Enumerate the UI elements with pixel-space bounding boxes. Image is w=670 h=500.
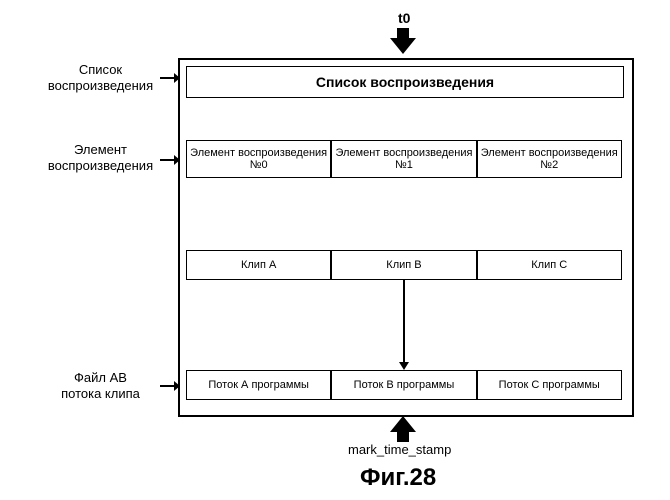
left-label-element: Элемент воспроизведения (38, 142, 163, 173)
diagram-canvas: t0 Список воспроизведения Элемент воспро… (0, 0, 670, 500)
playlist-header: Список воспроизведения (186, 66, 624, 98)
mark-arrow (388, 414, 418, 442)
arrow-playlist (160, 72, 180, 84)
clip-row: Клип А Клип В Клип С (186, 250, 622, 280)
elem-cell-2: Элемент воспроизведения №2 (477, 140, 622, 178)
elem-cell-1: Элемент воспроизведения №1 (331, 140, 476, 178)
stream-row: Поток А программы Поток В программы Пото… (186, 370, 622, 400)
figure-caption: Фиг.28 (360, 464, 436, 492)
stream-cell-b: Поток В программы (331, 370, 476, 400)
arrow-element (160, 154, 180, 166)
mark-timestamp-label: mark_time_stamp (348, 442, 451, 457)
t0-arrow (388, 28, 418, 56)
t0-label: t0 (398, 10, 410, 26)
clip-to-stream-arrow (398, 280, 410, 372)
left-label-playlist: Список воспроизведения (38, 62, 163, 93)
elem-cell-0: Элемент воспроизведения №0 (186, 140, 331, 178)
element-row: Элемент воспроизведения №0 Элемент воспр… (186, 140, 622, 178)
stream-cell-a: Поток А программы (186, 370, 331, 400)
clip-cell-b: Клип В (331, 250, 476, 280)
clip-cell-c: Клип С (477, 250, 622, 280)
clip-cell-a: Клип А (186, 250, 331, 280)
left-label-file: Файл АВ потока клипа (38, 370, 163, 401)
arrow-file (160, 380, 180, 392)
stream-cell-c: Поток С программы (477, 370, 622, 400)
